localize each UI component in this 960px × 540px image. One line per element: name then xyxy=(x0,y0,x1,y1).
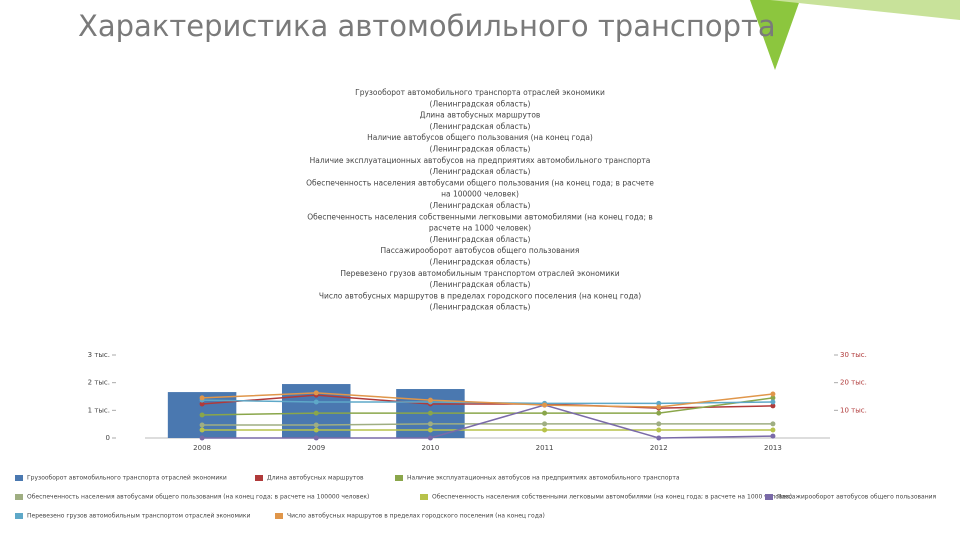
point xyxy=(199,401,205,407)
point xyxy=(656,404,662,410)
point xyxy=(427,435,433,441)
note: (Ленинградская область) xyxy=(430,167,531,176)
point xyxy=(770,399,776,405)
y-tick-label: 0 xyxy=(106,434,110,442)
x-tick-label: 2013 xyxy=(764,444,782,452)
point xyxy=(313,422,319,428)
point xyxy=(427,421,433,427)
point xyxy=(770,421,776,427)
legend-swatch xyxy=(255,475,263,481)
point xyxy=(313,427,319,433)
legend-swatch xyxy=(420,494,428,500)
legend-label: Обеспеченность населения собственными ле… xyxy=(432,494,792,501)
legend-label: Перевезено грузов автомобильным транспор… xyxy=(27,513,250,520)
y2-tick-label: 30 тыс. xyxy=(840,351,867,359)
point xyxy=(199,412,205,418)
line xyxy=(202,394,773,409)
x-tick-label: 2011 xyxy=(536,444,554,452)
point xyxy=(656,400,662,406)
x-tick-label: 2008 xyxy=(193,444,211,452)
y2-tick-label: 10 тыс. xyxy=(840,406,867,414)
point xyxy=(770,433,776,439)
point xyxy=(313,410,319,416)
line xyxy=(202,423,773,426)
legend-swatch xyxy=(15,475,23,481)
point xyxy=(199,422,205,428)
note: Пассажирооборот автобусов общего пользов… xyxy=(381,246,580,255)
note: Длина автобусных маршрутов xyxy=(420,111,541,120)
x-tick-label: 2009 xyxy=(307,444,325,452)
point xyxy=(199,435,205,441)
legend-label: Длина автобусных маршрутов xyxy=(267,475,364,482)
x-tick-label: 2012 xyxy=(650,444,668,452)
line xyxy=(202,404,773,439)
note: (Ленинградская область) xyxy=(430,145,531,154)
note: (Ленинградская область) xyxy=(430,201,531,210)
y2-tick-label: 20 тыс. xyxy=(840,379,867,387)
y-tick-label: 2 тыс. xyxy=(88,379,110,387)
point xyxy=(542,402,548,408)
note: расчете на 1000 человек) xyxy=(429,224,531,233)
legend-swatch xyxy=(765,494,773,500)
note: Перевезено грузов автомобильным транспор… xyxy=(340,269,619,278)
point xyxy=(656,421,662,427)
line xyxy=(202,392,774,408)
slide-title: Характеристика автомобильного транспорта xyxy=(78,9,776,43)
point xyxy=(427,397,433,403)
note: Грузооборот автомобильного транспорта от… xyxy=(355,88,605,97)
point xyxy=(542,410,548,416)
point xyxy=(770,395,776,401)
legend-swatch xyxy=(275,513,283,519)
point xyxy=(199,427,205,433)
note: (Ленинградская область) xyxy=(430,303,531,312)
note: Наличие автобусов общего пользования (на… xyxy=(367,133,593,142)
note: (Ленинградская область) xyxy=(430,122,531,131)
legend-swatch xyxy=(15,494,23,500)
point xyxy=(313,399,319,405)
point xyxy=(770,391,776,397)
point xyxy=(656,410,662,416)
x-tick-label: 2010 xyxy=(422,444,440,452)
note: Обеспеченность населения собственными ле… xyxy=(307,212,653,221)
point xyxy=(313,390,319,396)
legend-label: Обеспеченность населения автобусами обще… xyxy=(27,494,369,501)
y-tick-label: 1 тыс. xyxy=(88,406,110,414)
note: на 100000 человек) xyxy=(441,190,519,199)
point xyxy=(542,427,548,433)
point xyxy=(542,421,548,427)
note: (Ленинградская область) xyxy=(430,235,531,244)
decoration xyxy=(750,0,800,70)
point xyxy=(199,395,205,401)
point xyxy=(656,435,662,441)
legend-label: Наличие эксплуатационных автобусов на пр… xyxy=(407,475,680,482)
legend-label: Грузооборот автомобильного транспорта от… xyxy=(27,475,227,482)
legend-label: Пассажирооборот автобусов общего пользов… xyxy=(777,494,937,501)
note: (Ленинградская область) xyxy=(430,280,531,289)
note: (Ленинградская область) xyxy=(430,99,531,108)
y-tick-label: 3 тыс. xyxy=(88,351,110,359)
note: Обеспеченность населения автобусами обще… xyxy=(306,178,654,187)
legend-label: Число автобусных маршрутов в пределах го… xyxy=(287,513,545,520)
line xyxy=(202,397,774,416)
point xyxy=(313,435,319,441)
decoration xyxy=(770,0,960,20)
note: Наличие эксплуатационных автобусов на пр… xyxy=(310,156,651,165)
point xyxy=(770,427,776,433)
note: (Ленинградская область) xyxy=(430,258,531,267)
note: Число автобусных маршрутов в пределах го… xyxy=(319,291,641,300)
point xyxy=(427,410,433,416)
point xyxy=(656,427,662,433)
legend-swatch xyxy=(15,513,23,519)
point xyxy=(427,427,433,433)
point xyxy=(770,403,776,409)
legend-swatch xyxy=(395,475,403,481)
